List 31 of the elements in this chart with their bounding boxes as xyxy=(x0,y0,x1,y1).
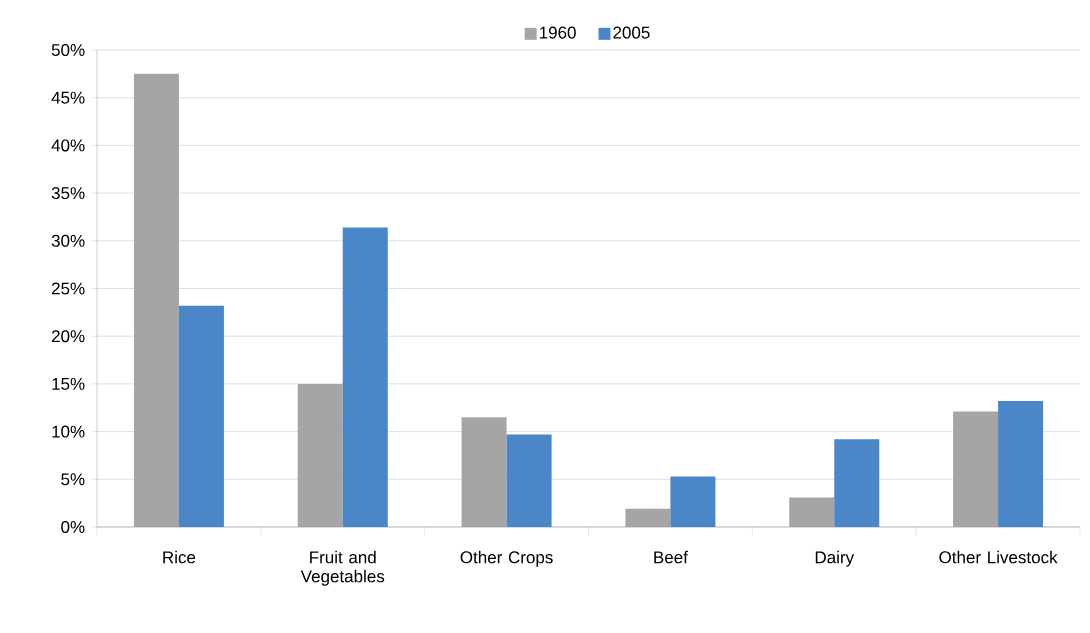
y-tick-label: 30% xyxy=(51,234,85,247)
x-tick-label: Beef xyxy=(654,550,688,564)
x-tick-label: Fruit and Vegetables xyxy=(300,550,385,586)
bar xyxy=(133,73,179,527)
y-tick-label: 40% xyxy=(51,139,85,152)
y-tick-label: 20% xyxy=(51,330,85,343)
legend-label: 1960 xyxy=(539,26,576,39)
bar xyxy=(953,411,999,527)
bar xyxy=(461,417,507,527)
x-tick-label: Other Livestock xyxy=(939,550,1058,564)
bar xyxy=(789,497,835,527)
bar xyxy=(670,476,716,527)
y-tick-label: 15% xyxy=(52,377,85,390)
bar xyxy=(178,305,224,527)
y-tick-label: 5% xyxy=(61,473,85,486)
bar xyxy=(342,227,388,527)
bar xyxy=(625,508,671,527)
y-tick-label: 35% xyxy=(51,187,85,200)
x-tick-label: Rice xyxy=(163,550,196,564)
y-tick-label: 25% xyxy=(51,282,85,295)
y-tick-label: 10% xyxy=(52,425,85,438)
y-tick-label: 0% xyxy=(61,520,85,534)
y-tick-label: 50% xyxy=(51,43,85,57)
bar xyxy=(506,434,552,527)
x-tick-label: Dairy xyxy=(815,550,855,567)
bar xyxy=(834,439,880,527)
x-tick-label: Other Crops xyxy=(460,550,553,567)
bar xyxy=(998,401,1044,527)
bar xyxy=(297,383,343,527)
y-tick-label: 45% xyxy=(51,91,85,104)
legend-label: 2005 xyxy=(613,26,650,39)
